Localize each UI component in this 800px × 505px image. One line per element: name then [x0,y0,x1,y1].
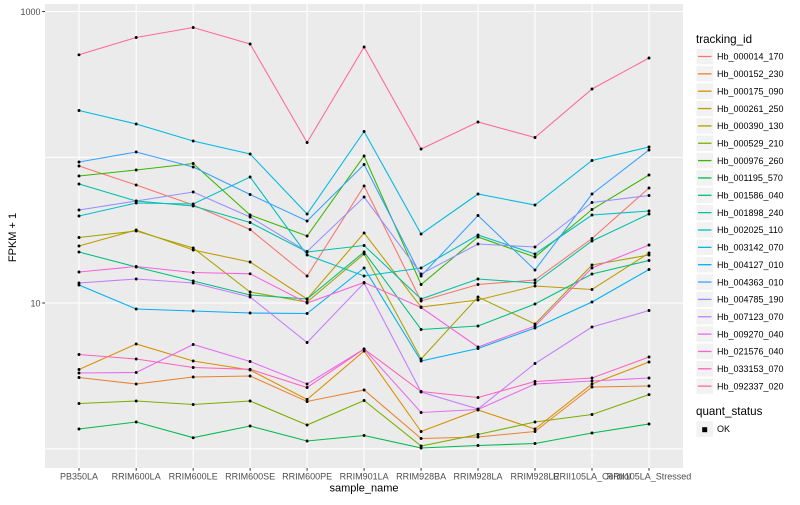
svg-text:RRIM600SE: RRIM600SE [225,472,275,482]
svg-text:quant_status: quant_status [696,405,763,418]
svg-text:Hb_009270_040: Hb_009270_040 [717,329,784,339]
svg-text:RRII105LA_Control: RRII105LA_Control [553,472,631,482]
svg-text:Hb_000390_130: Hb_000390_130 [717,121,784,131]
svg-text:Hb_001586_040: Hb_001586_040 [717,191,784,201]
svg-text:PB350LA: PB350LA [60,472,98,482]
svg-text:RRIM600LE: RRIM600LE [169,472,218,482]
svg-text:1000: 1000 [20,7,40,17]
svg-text:Hb_003142_070: Hb_003142_070 [717,243,784,253]
svg-text:Hb_033153_070: Hb_033153_070 [717,364,784,374]
svg-text:Hb_001898_240: Hb_001898_240 [717,208,784,218]
svg-text:Hb_000529_210: Hb_000529_210 [717,138,784,148]
svg-text:Hb_004363_010: Hb_004363_010 [717,277,784,287]
svg-text:Hb_001195_570: Hb_001195_570 [717,173,783,183]
svg-text:tracking_id: tracking_id [696,33,752,46]
svg-text:RRIM901LA: RRIM901LA [340,472,389,482]
svg-text:Hb_004785_190: Hb_004785_190 [717,295,784,305]
svg-text:Hb_000261_250: Hb_000261_250 [717,104,784,114]
svg-text:Hb_002025_110: Hb_002025_110 [717,225,783,235]
svg-text:RRIM928BA: RRIM928BA [396,472,446,482]
svg-text:RRIM600LA: RRIM600LA [112,472,161,482]
svg-text:RRIM928LA: RRIM928LA [453,472,502,482]
svg-text:Hb_092337_020: Hb_092337_020 [717,381,784,391]
svg-text:OK: OK [717,424,730,434]
svg-text:Hb_000976_260: Hb_000976_260 [717,156,784,166]
svg-text:Hb_004127_010: Hb_004127_010 [717,260,784,270]
svg-text:RRIM928LE: RRIM928LE [510,472,559,482]
svg-text:Hb_000014_170: Hb_000014_170 [717,52,784,62]
svg-text:Hb_000152_230: Hb_000152_230 [717,69,784,79]
svg-text:Hb_007123_070: Hb_007123_070 [717,312,784,322]
svg-text:sample_name: sample_name [329,482,398,494]
svg-text:10: 10 [30,298,40,308]
svg-text:Hb_021576_040: Hb_021576_040 [717,347,784,357]
svg-text:FPKM + 1: FPKM + 1 [7,213,19,262]
svg-text:Hb_000175_090: Hb_000175_090 [717,86,784,96]
svg-text:RRII105LA_Stressed: RRII105LA_Stressed [607,472,692,482]
svg-text:RRIM600PE: RRIM600PE [282,472,332,482]
